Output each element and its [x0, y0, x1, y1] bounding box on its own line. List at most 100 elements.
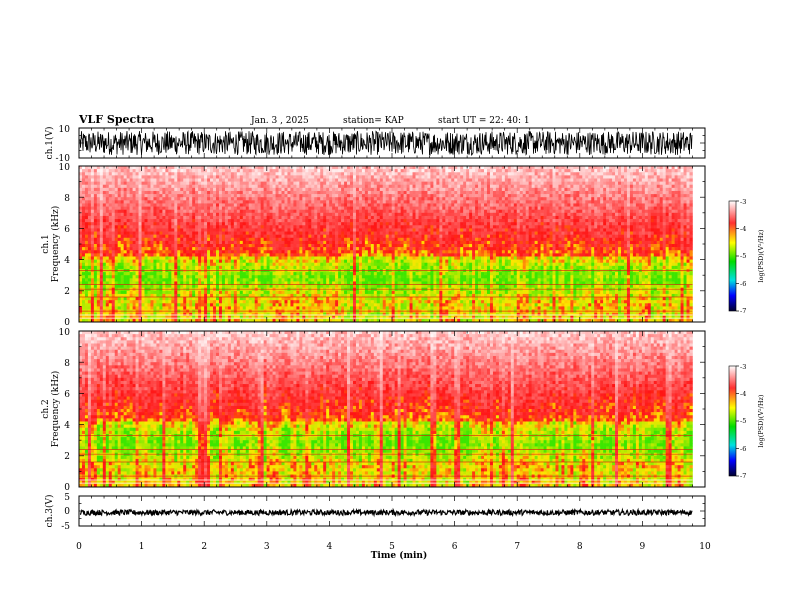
ch1-spectrogram-cell [90, 228, 95, 232]
ch1-spectrogram-cell [96, 181, 101, 186]
ch1-spectrogram-cell [221, 194, 226, 198]
ch1-spectrogram-cell [105, 265, 110, 270]
ch1-spectrogram-cell [361, 272, 366, 276]
ch1-spectrogram-cell [215, 169, 220, 173]
ch1-spectrogram-cell [192, 209, 196, 214]
ch1-spectrogram-cell [367, 228, 372, 232]
ch1-spectrogram-cell [341, 272, 345, 276]
ch1-spectrogram-cell [272, 222, 276, 226]
ch1-spectrogram-cell [102, 290, 107, 295]
ch1-spectrogram-cell [180, 184, 184, 189]
ch1-spectrogram-cell [138, 253, 142, 257]
ch1-spectrogram-cell [335, 209, 339, 214]
ch1-spectrogram-cell [263, 262, 267, 267]
ch1-spectrogram-cell [311, 259, 315, 264]
ch1-spectrogram-cell [207, 222, 211, 226]
ch1-spectrogram-cell [174, 190, 178, 195]
ch1-spectrogram-cell [96, 293, 101, 298]
ch1-spectrogram-cell [123, 290, 127, 295]
ch1-spectrogram-cell [156, 166, 160, 170]
ch1-spectrogram-cell [156, 315, 160, 320]
ch1-spectrogram-cell [204, 293, 208, 298]
ch1-spectrogram-cell [314, 169, 318, 173]
ch1-spectrogram-cell [195, 290, 199, 295]
ch1-spectrogram-cell [293, 253, 297, 257]
ch1-spectrogram-cell [355, 190, 360, 195]
ch1-spectrogram-cell [126, 219, 130, 223]
ch1-spectrogram-cell [287, 219, 291, 223]
ch1-spectrogram-cell [171, 237, 175, 242]
ch1-spectrogram-cell [323, 194, 327, 198]
ch1-spectrogram-cell [221, 187, 226, 192]
ch1-spectrogram-cell [87, 253, 92, 257]
ch1-spectrogram-cell [150, 272, 154, 276]
ch1-spectrogram-cell [263, 247, 267, 251]
ch1-spectrogram-cell [213, 212, 217, 217]
ch1-spectrogram-cell [117, 222, 121, 226]
ch1-spectrogram-cell [129, 212, 133, 217]
ch1-spectrogram-cell [204, 290, 208, 295]
ch1-spectrogram-cell [207, 181, 211, 186]
ch1-spectrogram-cell [329, 181, 333, 186]
ch1-spectrogram-cell [299, 172, 303, 176]
ch1-spectrogram-cell [224, 175, 229, 179]
ch1-spectrogram-cell [290, 187, 294, 192]
ch1-spectrogram-cell [90, 262, 95, 267]
ch1-spectrogram-cell [210, 181, 214, 186]
ch1-spectrogram-cell [215, 219, 220, 223]
ch1-spectrogram-cell [192, 303, 196, 307]
ch1-spectrogram-cell [177, 253, 181, 257]
ch1-spectrogram-cell [162, 293, 166, 298]
ch1-spectrogram-cell [221, 315, 226, 320]
ch1-spectrogram-cell [186, 281, 190, 285]
ch1-spectrogram-cell [287, 181, 291, 186]
ch1-spectrogram-cell [138, 293, 142, 298]
ch1-spectrogram-cell [204, 281, 208, 285]
ch1-spectrogram-cell [320, 206, 324, 210]
ch1-spectrogram-cell [275, 253, 279, 257]
ch1-spectrogram-cell [227, 253, 232, 257]
ch1-spectrogram-cell [272, 300, 276, 304]
ch1-spectrogram-cell [215, 275, 220, 279]
ch1-spectrogram-cell [201, 228, 205, 232]
ch1-spectrogram-cell [290, 197, 294, 201]
ch1-spectrogram-cell [311, 231, 315, 235]
ch1-spectrogram-cell [239, 225, 244, 229]
ch1-spectrogram-cell [90, 306, 95, 310]
ch1-spectrogram-cell [358, 300, 363, 304]
ch1-spectrogram-cell [239, 290, 244, 295]
ch1-spectrogram-cell [189, 303, 193, 307]
ch1-spectrogram-cell [186, 290, 190, 295]
ch1-spectrogram-cell [281, 253, 285, 257]
ch1-spectrogram-cell [99, 228, 104, 232]
ch1-spectrogram-cell [299, 215, 303, 220]
ch1-spectrogram-cell [338, 290, 342, 295]
ch1-spectrogram-cell [230, 175, 235, 179]
ch1-spectrogram-cell [350, 172, 354, 176]
ch1-spectrogram-cell [299, 212, 303, 217]
ch1-spectrogram-cell [108, 169, 113, 173]
ch1-spectrogram-cell [332, 222, 336, 226]
ch1-spectrogram-cell [323, 256, 327, 260]
ch1-spectrogram-cell [341, 178, 345, 182]
ch1-spectrogram-cell [233, 178, 238, 182]
ch1-spectrogram-cell [186, 278, 190, 282]
ch1-spectrogram-cell [90, 206, 95, 210]
ch1-spectrogram-cell [236, 278, 241, 282]
ch1-spectrogram-cell [198, 312, 202, 317]
ch1-spectrogram-cell [358, 306, 363, 310]
ch1-spectrogram-cell [302, 240, 306, 245]
ch1-spectrogram-cell [87, 203, 92, 207]
ch1-spectrogram-cell [192, 234, 196, 239]
ch1-spectrogram-cell [84, 228, 89, 232]
ch1-spectrogram-cell [186, 225, 190, 229]
ch1-spectrogram-cell [361, 278, 366, 282]
ch1-spectrogram-cell [129, 275, 133, 279]
ch1-spectrogram-cell [213, 187, 217, 192]
ch1-spectrogram-cell [102, 256, 107, 260]
ch1-spectrogram-cell [335, 297, 339, 301]
ch1-spectrogram-cell [341, 181, 345, 186]
ch1-spectrogram-cell [195, 250, 199, 254]
ch1-spectrogram-cell [350, 203, 354, 207]
ch1-spectrogram-cell [278, 222, 282, 226]
